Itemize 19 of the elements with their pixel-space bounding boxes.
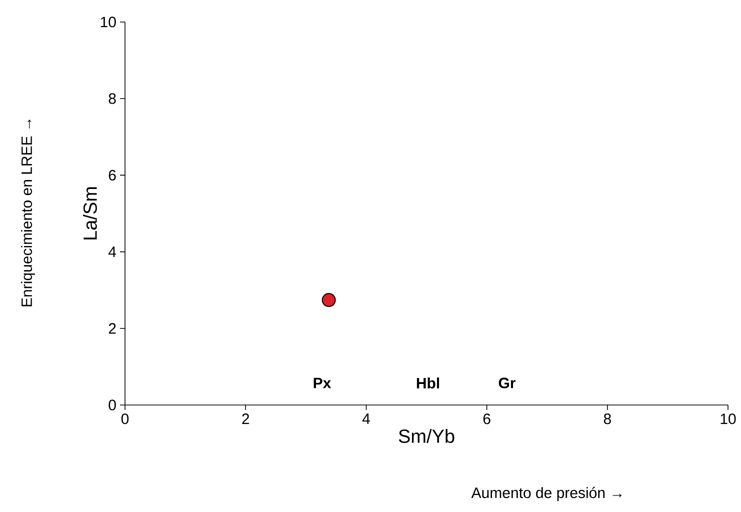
y-tick-label: 4 xyxy=(108,246,116,257)
annotation: Gr xyxy=(498,378,516,388)
y-tick-label: 0 xyxy=(108,400,116,410)
y-tick-label: 2 xyxy=(108,323,116,334)
x-tick-label: 10 xyxy=(720,414,736,424)
x-tick-label: 8 xyxy=(604,414,611,424)
text: Aumento de presión → xyxy=(471,486,622,502)
y-tick-label: 8 xyxy=(108,93,116,104)
annotation: Px xyxy=(314,378,332,388)
x-tick-label: 6 xyxy=(483,414,490,424)
text: Enriquecimiento en LREE → xyxy=(21,120,35,306)
x-tick-label: 4 xyxy=(362,414,370,424)
y-axis-title: La/Sm xyxy=(82,187,97,240)
annotation: Hbl xyxy=(416,377,440,388)
x-tick-label: 0 xyxy=(121,414,129,424)
y-tick-label: 6 xyxy=(108,170,116,181)
x-tick-label: 2 xyxy=(242,414,250,424)
x-axis-title: Sm/Yb xyxy=(398,429,454,443)
y-tick-label: 10 xyxy=(100,16,116,28)
